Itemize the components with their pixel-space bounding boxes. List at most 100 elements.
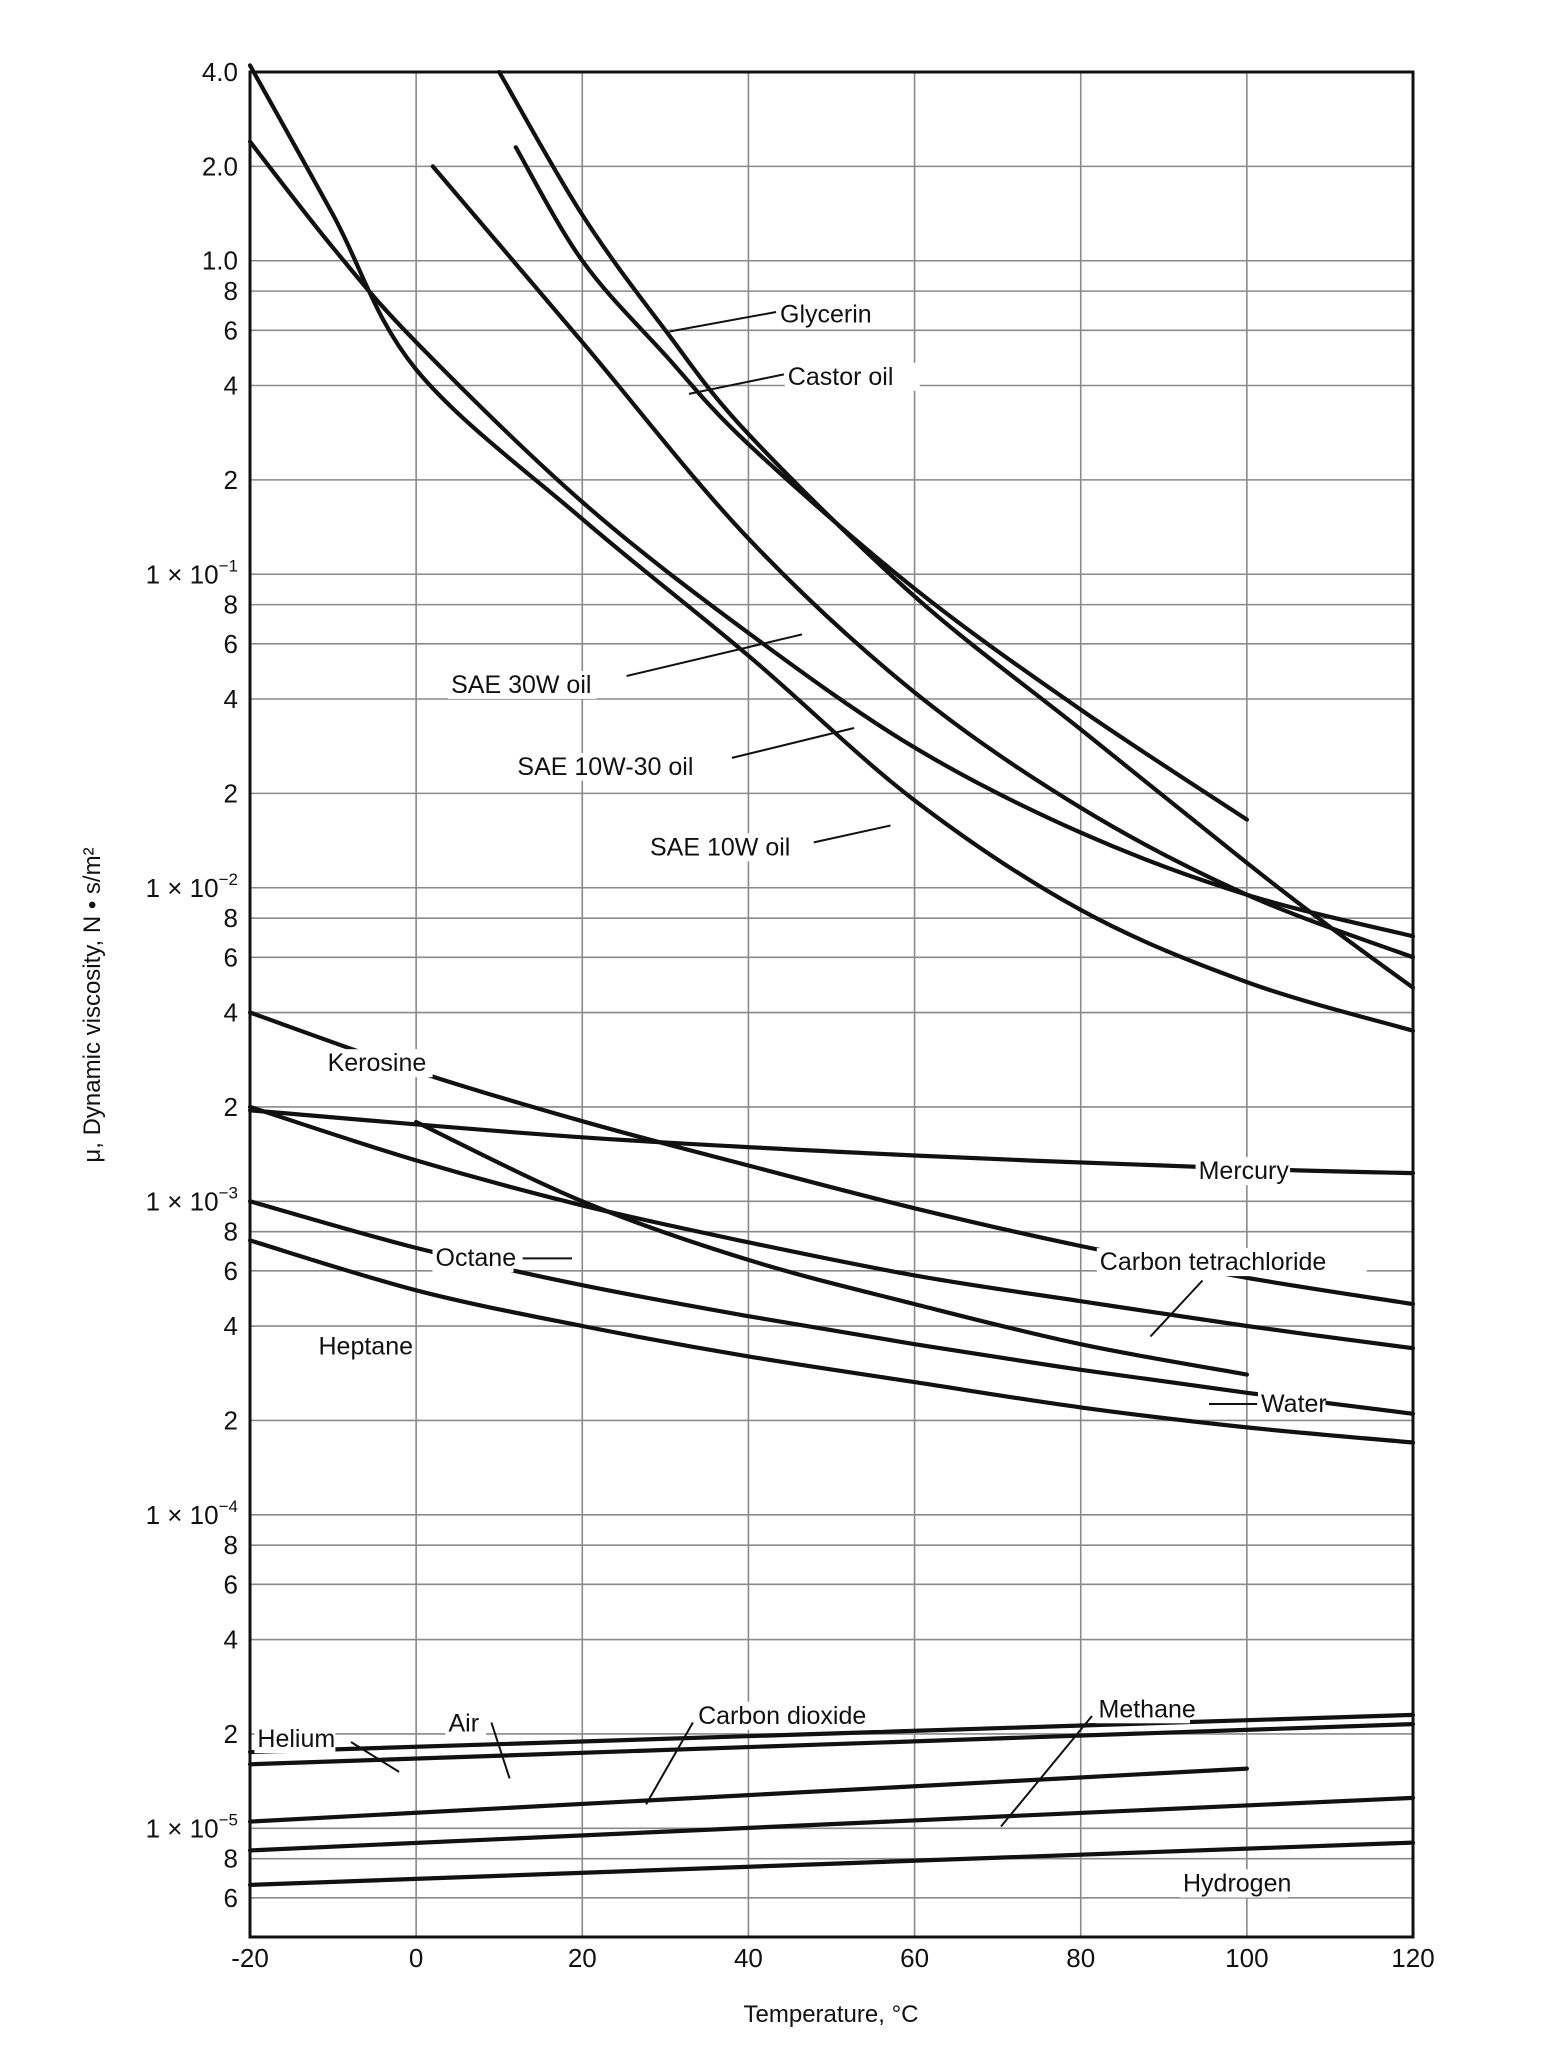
x-tick-label: 120 <box>1391 1943 1434 1973</box>
y-tick-mantissa: 8 <box>224 1844 238 1874</box>
y-tick-mantissa: 8 <box>224 590 238 620</box>
y-tick-label: 2 <box>224 778 238 808</box>
y-tick-exponent: −4 <box>219 1497 238 1516</box>
y-tick-mantissa: 6 <box>224 1569 238 1599</box>
label-bg-sae-10w-30-oil <box>514 752 704 781</box>
y-tick-label: 6 <box>224 629 238 659</box>
curve-air <box>247 1722 1416 1767</box>
curve-hydrogen <box>247 1840 1416 1887</box>
leader-line-sae-10w-oil <box>813 824 891 844</box>
label-methane: Methane <box>1099 1695 1196 1723</box>
label-water: Water <box>1261 1390 1327 1418</box>
label-hydrogen: Hydrogen <box>1183 1870 1291 1898</box>
y-tick-mantissa: 2 <box>224 1092 238 1122</box>
label-octane: Octane <box>436 1244 517 1272</box>
curve-sae-30w-oil <box>430 164 1416 960</box>
leader-line-helium <box>350 1741 400 1773</box>
label-bg-water <box>1258 1389 1326 1418</box>
label-helium: Helium <box>257 1725 335 1753</box>
curve-glycerin <box>497 69 1416 990</box>
y-tick-label: 1 × 10−1 <box>146 556 238 589</box>
x-tick-label: -20 <box>231 1943 269 1973</box>
y-tick-mantissa: 1 × 10 <box>146 1813 219 1843</box>
y-axis-label: μ, Dynamic viscosity, N • s/m² <box>79 847 106 1162</box>
leader-line-carbon-dioxide <box>645 1722 694 1805</box>
curve-sae-10w-oil <box>247 63 1416 1033</box>
y-tick-label: 2 <box>224 465 238 495</box>
y-tick-exponent: −5 <box>219 1810 238 1829</box>
y-tick-mantissa: 8 <box>224 1530 238 1560</box>
curve-carbon-tetrachloride <box>247 1104 1416 1351</box>
label-bg-castor-oil <box>784 362 920 391</box>
y-tick-label: 1 × 10−3 <box>146 1183 238 1216</box>
curve-carbon-dioxide <box>247 1766 1249 1824</box>
y-tick-label: 4 <box>224 1311 238 1341</box>
label-carbon-tetrachloride: Carbon tetrachloride <box>1100 1248 1327 1276</box>
y-tick-mantissa: 4 <box>224 1625 238 1655</box>
curves <box>247 63 1416 1887</box>
y-tick-mantissa: 4 <box>224 371 238 401</box>
y-tick-label: 4.0 <box>202 57 238 87</box>
curve-water <box>414 1119 1249 1377</box>
label-sae-10w-oil: SAE 10W oil <box>650 833 790 861</box>
y-tick-mantissa: 1.0 <box>202 246 238 276</box>
y-tick-mantissa: 2 <box>224 465 238 495</box>
x-tick-label: 20 <box>568 1943 597 1973</box>
y-tick-mantissa: 6 <box>224 1883 238 1913</box>
curve-helium <box>247 1712 1416 1755</box>
label-air: Air <box>449 1710 480 1738</box>
y-tick-label: 2.0 <box>202 151 238 181</box>
y-tick-label: 8 <box>224 1530 238 1560</box>
x-tick-label: 60 <box>900 1943 929 1973</box>
label-heptane: Heptane <box>319 1333 414 1361</box>
y-tick-mantissa: 2 <box>224 1719 238 1749</box>
y-tick-label: 8 <box>224 903 238 933</box>
y-tick-label: 8 <box>224 1217 238 1247</box>
label-kerosine: Kerosine <box>328 1049 427 1077</box>
y-tick-label: 6 <box>224 315 238 345</box>
x-tick-label: 0 <box>409 1943 423 1973</box>
leader-line-castor-oil <box>688 373 785 395</box>
plot-frame <box>248 70 1415 1939</box>
label-glycerin: Glycerin <box>780 300 872 328</box>
leader-line-air <box>490 1722 511 1779</box>
y-tick-mantissa: 1 × 10 <box>146 1500 219 1530</box>
label-bg-carbon-dioxide <box>695 1701 885 1730</box>
label-bg-helium <box>254 1725 336 1754</box>
y-tick-label: 1 × 10−2 <box>146 870 238 903</box>
y-tick-exponent: −3 <box>219 1183 238 1202</box>
y-tick-label: 1 × 10−5 <box>146 1810 238 1843</box>
y-tick-label: 6 <box>224 1883 238 1913</box>
y-tick-mantissa: 6 <box>224 629 238 659</box>
curve-labels: Glycerin Castor oil SAE 30W oil SAE 10W-30 … <box>254 300 1367 1898</box>
x-axis-label: Temperature, °C <box>744 2001 919 2028</box>
y-tick-mantissa: 4.0 <box>202 57 238 87</box>
y-tick-label: 6 <box>224 1256 238 1286</box>
y-tick-mantissa: 6 <box>224 942 238 972</box>
y-tick-mantissa: 1 × 10 <box>146 873 219 903</box>
y-tick-label: 4 <box>224 684 238 714</box>
y-tick-mantissa: 4 <box>224 1311 238 1341</box>
curve-heptane <box>247 1238 1416 1445</box>
y-tick-label: 1.0 <box>202 246 238 276</box>
y-tick-label: 4 <box>224 1625 238 1655</box>
y-tick-mantissa: 8 <box>224 276 238 306</box>
y-tick-mantissa: 2 <box>224 1405 238 1435</box>
leader-line-sae-10w-30-oil <box>731 727 855 759</box>
y-tick-mantissa: 8 <box>224 1217 238 1247</box>
label-mercury: Mercury <box>1199 1157 1290 1185</box>
label-bg-sae-10w-oil <box>647 833 796 862</box>
y-tick-label: 4 <box>224 998 238 1028</box>
label-bg-mercury <box>1195 1157 1291 1186</box>
leader-line-carbon-tetrachloride <box>1149 1279 1204 1338</box>
label-carbon-dioxide: Carbon dioxide <box>698 1702 866 1730</box>
y-tick-label: 8 <box>224 1844 238 1874</box>
y-tick-exponent: −2 <box>219 870 238 889</box>
label-bg-sae-30w-oil <box>448 670 597 699</box>
x-tick-label: 40 <box>734 1943 763 1973</box>
label-bg-heptane <box>315 1332 410 1361</box>
y-tick-mantissa: 4 <box>224 998 238 1028</box>
label-sae-10w-30-oil: SAE 10W-30 oil <box>517 753 693 781</box>
label-bg-glycerin <box>777 300 885 329</box>
y-tick-mantissa: 6 <box>224 1256 238 1286</box>
